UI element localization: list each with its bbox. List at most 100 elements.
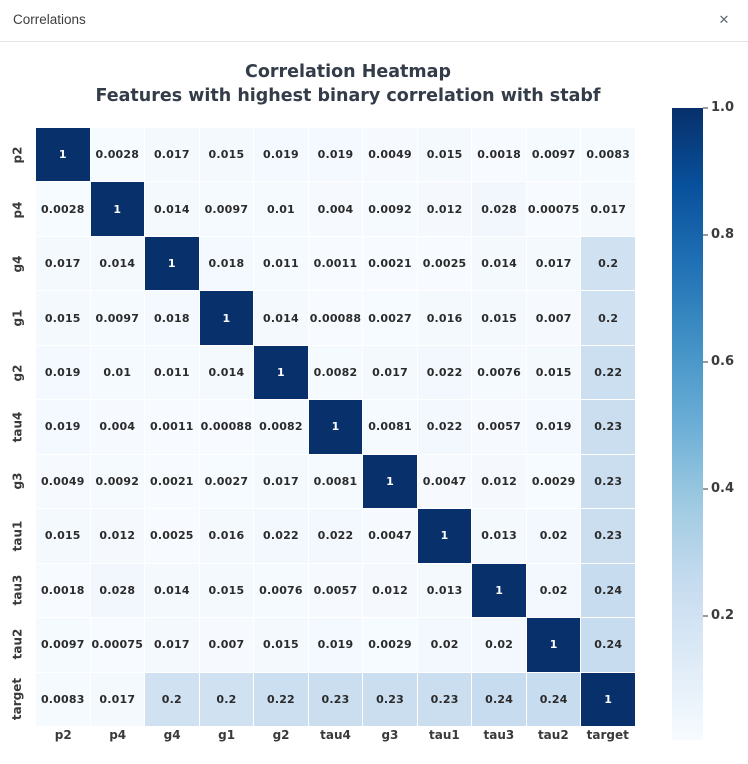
heatmap-cell: 0.015 bbox=[199, 128, 254, 182]
heatmap-cell: 0.0011 bbox=[145, 400, 199, 454]
heatmap-cell: 1 bbox=[581, 672, 635, 726]
heatmap-cell: 1 bbox=[145, 236, 199, 291]
heatmap-cell: 1 bbox=[417, 509, 472, 563]
heatmap-cell: 1 bbox=[254, 345, 308, 400]
heatmap-cell: 1 bbox=[472, 563, 526, 618]
close-icon[interactable]: ✕ bbox=[718, 13, 730, 28]
heatmap-cell: 0.019 bbox=[254, 128, 308, 182]
heatmap-cell: 0.017 bbox=[90, 672, 145, 726]
chart-title: Correlation Heatmap Features with highes… bbox=[36, 60, 660, 108]
heatmap-cell: 0.015 bbox=[254, 618, 308, 672]
heatmap-cell: 0.0082 bbox=[308, 345, 363, 400]
heatmap-cell: 0.0029 bbox=[526, 454, 581, 509]
heatmap-cell: 0.23 bbox=[581, 454, 635, 509]
heatmap-cell: 0.017 bbox=[363, 345, 417, 400]
heatmap-cell: 0.02 bbox=[472, 618, 526, 672]
heatmap-cell: 0.017 bbox=[145, 128, 199, 182]
heatmap-cell: 0.0049 bbox=[363, 128, 417, 182]
heatmap-cell: 0.0097 bbox=[199, 182, 254, 236]
heatmap-cell: 0.0092 bbox=[363, 182, 417, 236]
colorbar-tick-mark bbox=[703, 234, 708, 236]
col-label: g2 bbox=[272, 728, 290, 742]
heatmap-cell: 0.015 bbox=[36, 509, 90, 563]
heatmap-cell: 0.0057 bbox=[472, 400, 526, 454]
heatmap-cell: 0.014 bbox=[90, 236, 145, 291]
heatmap-cell: 0.23 bbox=[581, 400, 635, 454]
heatmap-cell: 0.014 bbox=[472, 236, 526, 291]
colorbar-tick-label: 0.4 bbox=[711, 481, 735, 496]
col-label: tau1 bbox=[429, 728, 460, 742]
heatmap-cell: 0.02 bbox=[526, 563, 581, 618]
heatmap-cell: 0.0097 bbox=[90, 291, 145, 345]
heatmap-cell: 1 bbox=[308, 400, 363, 454]
heatmap-cell: 0.00088 bbox=[199, 400, 254, 454]
heatmap-cell: 0.007 bbox=[199, 618, 254, 672]
heatmap-cell: 0.013 bbox=[472, 509, 526, 563]
heatmap-cell: 0.0018 bbox=[472, 128, 526, 182]
heatmap-cell: 0.022 bbox=[254, 509, 308, 563]
col-label: tau3 bbox=[483, 728, 515, 742]
heatmap-cell: 0.019 bbox=[36, 345, 90, 400]
chart-title-line2: Features with highest binary correlation… bbox=[95, 86, 601, 106]
heatmap-cell: 0.018 bbox=[199, 236, 254, 291]
heatmap-cell: 0.23 bbox=[363, 672, 417, 726]
heatmap-cell: 0.0028 bbox=[36, 182, 90, 236]
heatmap-cell: 0.02 bbox=[417, 618, 472, 672]
heatmap-cell: 0.0083 bbox=[581, 128, 635, 182]
heatmap-cell: 0.014 bbox=[199, 345, 254, 400]
col-label: g3 bbox=[381, 728, 399, 742]
heatmap-cell: 0.0092 bbox=[90, 454, 145, 509]
heatmap-cell: 0.0018 bbox=[36, 563, 90, 618]
row-label: tau4 bbox=[9, 411, 24, 443]
heatmap-cell: 0.0097 bbox=[526, 128, 581, 182]
heatmap-cell: 0.00075 bbox=[526, 182, 581, 236]
heatmap-cell: 0.0047 bbox=[417, 454, 472, 509]
heatmap-cell: 0.22 bbox=[581, 345, 635, 400]
heatmap-cell: 1 bbox=[36, 128, 90, 182]
row-label: g1 bbox=[9, 309, 24, 327]
heatmap-cell: 0.0029 bbox=[363, 618, 417, 672]
heatmap-cell: 0.022 bbox=[417, 400, 472, 454]
row-label: tau2 bbox=[9, 629, 24, 660]
heatmap-cell: 0.0027 bbox=[199, 454, 254, 509]
heatmap-cell: 0.0081 bbox=[308, 454, 363, 509]
heatmap-cell: 0.017 bbox=[254, 454, 308, 509]
heatmap-cell: 0.23 bbox=[581, 509, 635, 563]
heatmap-cell: 0.014 bbox=[254, 291, 308, 345]
heatmap-cell: 0.0027 bbox=[363, 291, 417, 345]
col-label: g4 bbox=[163, 728, 181, 742]
heatmap-cell: 0.2 bbox=[581, 291, 635, 345]
colorbar-tick-mark bbox=[703, 361, 708, 363]
heatmap-cell: 0.011 bbox=[254, 236, 308, 291]
heatmap-x-axis: p2 p4 g4 g1 g2 tau4 g3 tau1 tau3 tau2 target bbox=[36, 728, 635, 746]
heatmap-cell: 0.0011 bbox=[308, 236, 363, 291]
col-label: target bbox=[586, 728, 629, 742]
heatmap-cell: 0.015 bbox=[36, 291, 90, 345]
heatmap-cell: 0.016 bbox=[417, 291, 472, 345]
heatmap-cell: 0.019 bbox=[308, 128, 363, 182]
heatmap-cell: 0.22 bbox=[254, 672, 308, 726]
col-label: p2 bbox=[54, 728, 72, 742]
row-label: g4 bbox=[9, 255, 24, 273]
heatmap-cell: 0.0081 bbox=[363, 400, 417, 454]
colorbar bbox=[672, 108, 703, 740]
row-label: g3 bbox=[9, 472, 24, 490]
heatmap-cell: 0.015 bbox=[472, 291, 526, 345]
colorbar-tick-label: 1.0 bbox=[711, 100, 735, 115]
heatmap-cell: 0.012 bbox=[363, 563, 417, 618]
heatmap-y-axis: p2 p4 g4 g1 g2 tau4 g3 tau1 tau3 tau2 target bbox=[0, 128, 34, 726]
heatmap-cell: 0.0076 bbox=[254, 563, 308, 618]
heatmap-cell: 0.022 bbox=[308, 509, 363, 563]
heatmap-cell: 0.0076 bbox=[472, 345, 526, 400]
col-label: tau2 bbox=[537, 728, 569, 742]
col-label: tau4 bbox=[320, 728, 351, 742]
heatmap-cell: 0.019 bbox=[36, 400, 90, 454]
heatmap-cell: 0.0028 bbox=[90, 128, 145, 182]
heatmap-cell: 0.013 bbox=[417, 563, 472, 618]
heatmap-cell: 0.011 bbox=[145, 345, 199, 400]
heatmap-cell: 0.24 bbox=[581, 563, 635, 618]
colorbar-tick-mark bbox=[703, 488, 708, 490]
heatmap-cell: 0.018 bbox=[145, 291, 199, 345]
heatmap-cell: 0.0049 bbox=[36, 454, 90, 509]
heatmap-cell: 0.24 bbox=[581, 618, 635, 672]
